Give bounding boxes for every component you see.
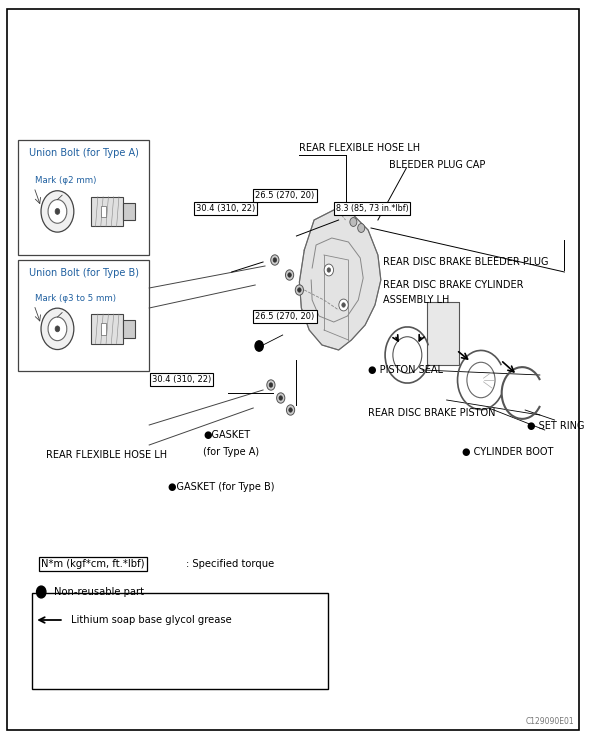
Circle shape — [287, 405, 295, 415]
Text: ASSEMBLY LH: ASSEMBLY LH — [383, 295, 449, 305]
Text: C129090E01: C129090E01 — [525, 717, 574, 726]
Circle shape — [285, 270, 294, 280]
Circle shape — [467, 362, 495, 398]
Text: Mark (φ2 mm): Mark (φ2 mm) — [35, 176, 97, 185]
Text: Lithium soap base glycol grease: Lithium soap base glycol grease — [70, 615, 232, 625]
Text: ● SET RING: ● SET RING — [527, 421, 584, 431]
Text: (for Type A): (for Type A) — [203, 447, 259, 457]
Text: 30.4 (310, 22): 30.4 (310, 22) — [196, 204, 256, 213]
Text: 8.3 (85, 73 in.*lbf): 8.3 (85, 73 in.*lbf) — [336, 204, 408, 213]
Circle shape — [55, 326, 60, 332]
Circle shape — [267, 380, 275, 390]
Text: ● CYLINDER BOOT: ● CYLINDER BOOT — [462, 447, 553, 457]
Text: REAR DISC BRAKE PISTON: REAR DISC BRAKE PISTON — [368, 408, 496, 418]
Text: REAR FLEXIBLE HOSE LH: REAR FLEXIBLE HOSE LH — [47, 450, 168, 460]
Circle shape — [288, 273, 291, 277]
Text: ● PISTON SEAL: ● PISTON SEAL — [368, 365, 443, 375]
Circle shape — [269, 383, 273, 387]
Circle shape — [289, 408, 293, 412]
Text: REAR DISC BRAKE CYLINDER: REAR DISC BRAKE CYLINDER — [383, 280, 524, 290]
Text: Union Bolt (for Type B): Union Bolt (for Type B) — [29, 268, 139, 278]
Text: : Specified torque: : Specified torque — [186, 559, 275, 569]
Circle shape — [393, 337, 422, 373]
Circle shape — [48, 200, 67, 223]
Circle shape — [41, 191, 74, 232]
Circle shape — [276, 393, 285, 403]
Circle shape — [270, 255, 279, 265]
Circle shape — [55, 208, 60, 214]
Bar — [17, 140, 149, 255]
Text: 26.5 (270, 20): 26.5 (270, 20) — [255, 191, 315, 200]
Text: ●GASKET: ●GASKET — [203, 430, 250, 440]
Circle shape — [358, 224, 365, 233]
Bar — [123, 320, 135, 338]
Bar — [101, 205, 106, 217]
Bar — [91, 197, 123, 226]
Text: 30.4 (310, 22): 30.4 (310, 22) — [152, 375, 211, 384]
Circle shape — [36, 586, 46, 598]
Circle shape — [327, 268, 331, 272]
Bar — [17, 260, 149, 371]
Circle shape — [324, 264, 334, 276]
Bar — [123, 202, 135, 220]
Bar — [101, 323, 106, 335]
Bar — [91, 314, 123, 344]
Text: ●GASKET (for Type B): ●GASKET (for Type B) — [168, 482, 274, 492]
Circle shape — [273, 258, 276, 262]
Circle shape — [255, 341, 263, 351]
Polygon shape — [299, 210, 381, 350]
Circle shape — [41, 308, 74, 350]
Text: BLEEDER PLUG CAP: BLEEDER PLUG CAP — [389, 160, 485, 170]
Text: N*m (kgf*cm, ft.*lbf): N*m (kgf*cm, ft.*lbf) — [41, 559, 144, 569]
Text: REAR FLEXIBLE HOSE LH: REAR FLEXIBLE HOSE LH — [299, 143, 420, 153]
Circle shape — [296, 285, 303, 295]
Circle shape — [339, 299, 348, 311]
Bar — [427, 302, 459, 365]
Text: REAR DISC BRAKE BLEEDER PLUG: REAR DISC BRAKE BLEEDER PLUG — [383, 257, 548, 267]
Circle shape — [342, 303, 345, 307]
Circle shape — [48, 317, 67, 341]
Circle shape — [298, 287, 301, 292]
Circle shape — [350, 217, 357, 226]
Bar — [32, 593, 328, 689]
Text: Mark (φ3 to 5 mm): Mark (φ3 to 5 mm) — [35, 293, 116, 303]
Circle shape — [279, 396, 282, 401]
Text: Non-reusable part: Non-reusable part — [54, 587, 144, 597]
Text: Union Bolt (for Type A): Union Bolt (for Type A) — [29, 148, 139, 158]
Text: 26.5 (270, 20): 26.5 (270, 20) — [255, 312, 315, 321]
